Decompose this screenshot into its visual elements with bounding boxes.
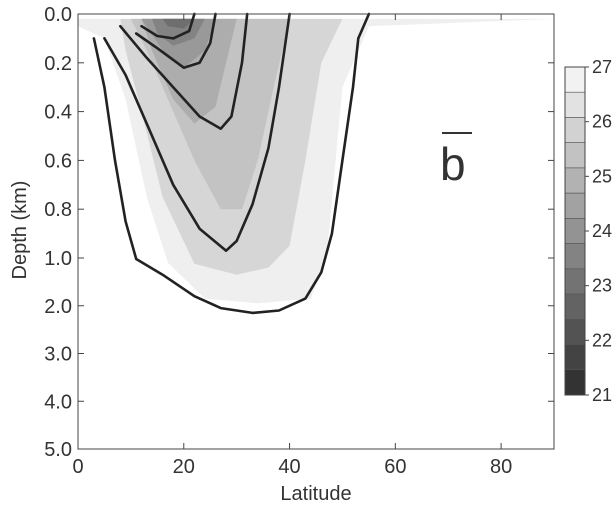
colorbar-segment xyxy=(564,319,586,345)
colorbar-segment xyxy=(564,369,586,396)
colorbar-label: 21 xyxy=(592,385,612,405)
colorbar-segment xyxy=(564,192,586,219)
field-annotation: b xyxy=(440,132,472,190)
y-tick-label: 1.0 xyxy=(44,248,72,270)
colorbar-segment xyxy=(564,167,586,194)
colorbar-segment xyxy=(564,218,586,244)
x-tick-label: 80 xyxy=(490,456,512,478)
y-tick-label: 4.0 xyxy=(44,391,72,413)
colorbar-label: 27 xyxy=(592,57,612,77)
x-tick-label: 40 xyxy=(278,456,300,478)
x-axis-label: Latitude xyxy=(280,483,351,505)
y-tick-label: 0.2 xyxy=(44,53,72,75)
colorbar-label: 25 xyxy=(592,166,612,186)
colorbar-segment xyxy=(564,142,586,169)
x-axis: 0 20 40 60 80 xyxy=(72,14,512,478)
x-tick-label: 0 xyxy=(72,456,83,478)
filled-contour-regions xyxy=(78,18,554,304)
colorbar-segment xyxy=(564,344,586,371)
colorbar-label: 26 xyxy=(592,112,612,132)
contour-line-3 xyxy=(134,12,217,69)
colorbar-segment xyxy=(564,66,586,93)
contour-line-1 xyxy=(103,12,291,252)
colorbar-label: 23 xyxy=(592,276,612,296)
y-axis-label: Depth (km) xyxy=(9,181,31,280)
colorbar-segment xyxy=(564,293,586,320)
colorbar-segment xyxy=(564,117,586,143)
contour-line-2 xyxy=(119,12,249,130)
filled-region-6 xyxy=(162,18,195,29)
contour-line-0 xyxy=(92,12,371,315)
colorbar-label: 24 xyxy=(592,221,612,241)
y-tick-label: 5.0 xyxy=(44,439,72,461)
colorbar-segment xyxy=(564,91,586,118)
colorbar-segment xyxy=(564,268,586,295)
y-tick-label: 0.4 xyxy=(44,102,72,124)
contour-line-4 xyxy=(140,12,196,40)
y-tick-label: 2.0 xyxy=(44,296,72,318)
y-tick-label: 3.0 xyxy=(44,344,72,366)
y-tick-label: 0.0 xyxy=(44,4,72,26)
y-axis: 0.0 0.2 0.4 0.6 0.8 1.0 2.0 3.0 4.0 5.0 xyxy=(44,4,554,461)
y-tick-label: 0.8 xyxy=(44,199,72,221)
plot-frame xyxy=(77,13,555,450)
contour-lines xyxy=(92,12,371,315)
annotation-text: b xyxy=(440,138,466,190)
x-tick-label: 20 xyxy=(173,456,195,478)
colorbar: 27 26 25 24 23 22 21 xyxy=(564,57,612,405)
y-tick-label: 0.6 xyxy=(44,150,72,172)
colorbar-label: 22 xyxy=(592,330,612,350)
colorbar-segment xyxy=(564,243,586,270)
x-tick-label: 60 xyxy=(384,456,406,478)
